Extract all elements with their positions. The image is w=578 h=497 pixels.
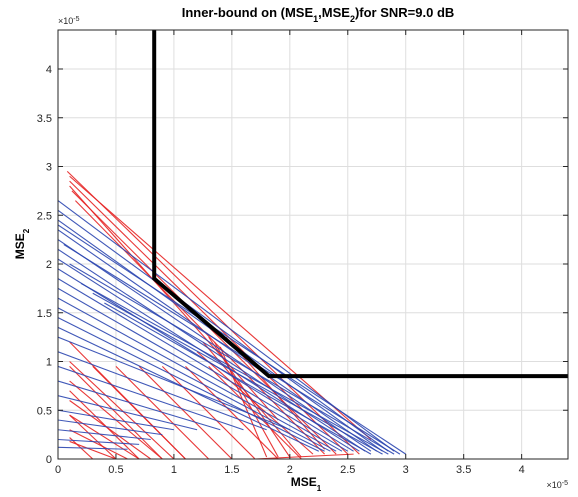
series-1-segment — [58, 297, 337, 452]
x-tick-label: 1.5 — [224, 464, 239, 476]
series-2-segment — [69, 400, 152, 459]
series-2-segment — [69, 429, 128, 459]
series-1-segment — [58, 278, 349, 452]
x-tick-label: 2.5 — [340, 464, 355, 476]
series-2-segment — [74, 200, 325, 455]
series-2-segment — [208, 365, 302, 459]
series-2-segment — [196, 351, 314, 455]
series-2-segment — [185, 365, 279, 459]
chart-title-mid: ,MSE — [318, 5, 350, 20]
series-2-segment — [69, 175, 372, 440]
series-2-segment — [138, 365, 233, 459]
x-tick-label: 3.5 — [456, 464, 471, 476]
series-1-segment — [58, 287, 343, 452]
y-exponent-base: ×10 — [58, 16, 73, 26]
series-0 — [152, 30, 568, 379]
y-tick-label: 3.5 — [37, 113, 52, 125]
series-1-segment — [58, 351, 267, 431]
y-tick-label: 1.5 — [37, 308, 52, 320]
series-1-segment — [69, 263, 395, 455]
chart-title-end: )for SNR=9.0 dB — [355, 5, 454, 20]
series-1-segment — [58, 419, 163, 436]
x-tick-label: 0 — [55, 464, 61, 476]
series-1-segment — [92, 292, 383, 455]
series-1-segment — [58, 224, 407, 455]
series-2-segment — [213, 341, 279, 458]
x-axis-label: MSE1 — [291, 475, 322, 493]
series-1-segment — [104, 302, 372, 455]
x-exponent-base: ×10 — [546, 480, 561, 490]
y-axis-label-main: MSE — [13, 233, 27, 259]
y-tick-label: 4 — [46, 64, 52, 76]
chart-title-sub1: 1 — [313, 14, 318, 24]
series-1-segment — [58, 380, 221, 431]
x-tick-label: 3 — [403, 464, 409, 476]
y-tick-label: 0 — [46, 454, 52, 466]
x-tick-label: 4 — [519, 464, 525, 476]
x-tick-label: 1 — [171, 464, 177, 476]
series-2-segment — [66, 170, 360, 455]
series-1-segment — [58, 248, 366, 452]
series-2-segment — [69, 390, 140, 459]
x-tick-label: 0.5 — [108, 464, 123, 476]
x-axis-label-sub: 1 — [317, 484, 322, 493]
series-1-segment — [58, 395, 198, 431]
x-tick-labels: 0 0.5 1 1.5 2 2.5 3 3.5 4 — [55, 464, 525, 476]
series-layer — [58, 30, 568, 459]
series-1-segment — [58, 209, 389, 452]
y-tick-label: 2.5 — [37, 210, 52, 222]
y-tick-labels: 0 0.5 1 1.5 2 2.5 3 3.5 4 — [37, 64, 52, 466]
chart-title-sub2: 2 — [350, 14, 355, 24]
series-2-segment — [255, 453, 354, 459]
series-1 — [58, 200, 407, 455]
series-1-segment — [58, 409, 175, 431]
series-2-segment — [69, 361, 175, 459]
y-tick-label: 0.5 — [37, 405, 52, 417]
series-1-segment — [80, 283, 389, 455]
series-2-segment — [92, 365, 186, 459]
series-1-segment — [58, 336, 291, 431]
x-exponent-power: -5 — [562, 480, 568, 487]
y-exponent-power: -5 — [73, 16, 79, 23]
y-axis-label: MSE2 — [13, 228, 31, 259]
plot-frame — [57, 29, 569, 460]
y-tick-label: 3 — [46, 162, 52, 174]
series-0-line — [152, 30, 568, 379]
series-1-segment — [58, 446, 128, 450]
series-1-segment — [58, 429, 151, 441]
y-tick-label: 2 — [46, 259, 52, 271]
y-axis-label-sub: 2 — [22, 228, 31, 233]
series-2-segment — [69, 365, 163, 459]
chart-title-main: Inner-bound on (MSE — [182, 5, 314, 20]
tick-marks — [57, 30, 568, 460]
series-2-segment — [161, 365, 256, 459]
series-1-segment — [63, 244, 401, 455]
series-2-segment — [69, 414, 140, 459]
x-axis-label-main: MSE — [291, 475, 317, 489]
y-tick-label: 1 — [46, 357, 52, 369]
series-1-segment — [58, 438, 140, 445]
x-exponent-label: ×10-5 — [546, 480, 568, 491]
chart-title: Inner-bound on (MSE1,MSE2)for SNR=9.0 dB — [182, 5, 455, 24]
x-tick-label: 2 — [287, 464, 293, 476]
y-exponent-label: ×10-5 — [58, 16, 80, 27]
series-1-segment — [58, 317, 325, 452]
series-1-segment — [58, 365, 244, 431]
